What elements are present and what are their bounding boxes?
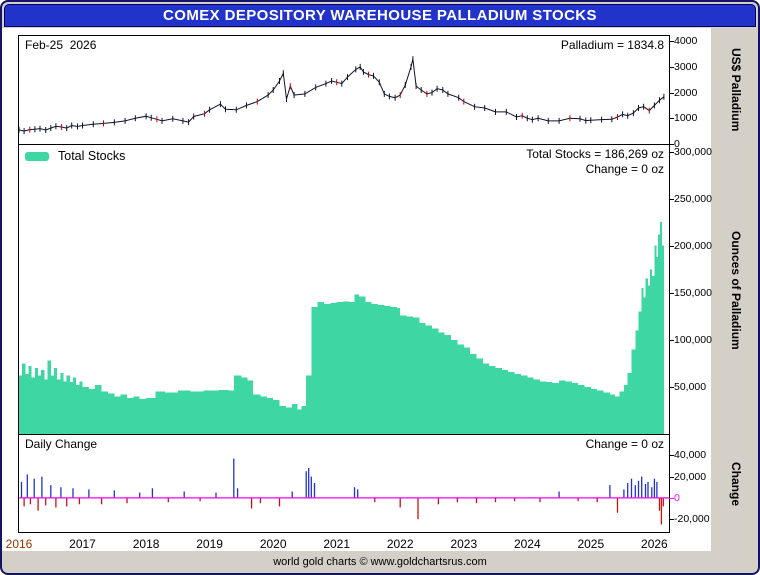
price-panel: Feb-25 2026 Palladium = 1834.8 xyxy=(18,35,670,145)
price-axis-title: US$ Palladium xyxy=(729,48,743,132)
stocks-chart-svg xyxy=(19,222,664,434)
date-label: Feb-25 2026 xyxy=(25,38,97,52)
legend-label: Total Stocks xyxy=(58,149,126,163)
stocks-panel: Total Stocks Total Stocks = 186,269 oz C… xyxy=(18,144,670,435)
daily-bars xyxy=(20,458,664,525)
stocks-axis-title: Ounces of Palladium xyxy=(729,230,743,350)
daily-change-svg xyxy=(19,458,669,525)
stocks-total-label: Total Stocks = 186,269 oz xyxy=(526,147,664,161)
stocks-value-labels: Total Stocks = 186,269 oz Change = 0 oz xyxy=(526,147,664,177)
total-stocks-swatch xyxy=(25,151,49,161)
legend: Total Stocks xyxy=(25,149,125,163)
daily-axis-title: Change xyxy=(729,461,743,506)
daily-value-label: Change = 0 oz xyxy=(585,437,664,451)
price-chart-svg xyxy=(19,56,665,135)
price-value-label: Palladium = 1834.8 xyxy=(560,38,664,52)
copyright-caption: world gold charts © www.goldchartsrus.co… xyxy=(273,556,487,568)
price-series xyxy=(19,56,665,135)
daily-change-label: Daily Change xyxy=(25,437,98,451)
chart-title: COMEX DEPOSITORY WAREHOUSE PALLADIUM STO… xyxy=(4,4,756,27)
stocks-area xyxy=(19,222,664,434)
daily-change-panel: Daily Change Change = 0 oz xyxy=(18,434,670,533)
stocks-change-label: Change = 0 oz xyxy=(585,162,664,176)
